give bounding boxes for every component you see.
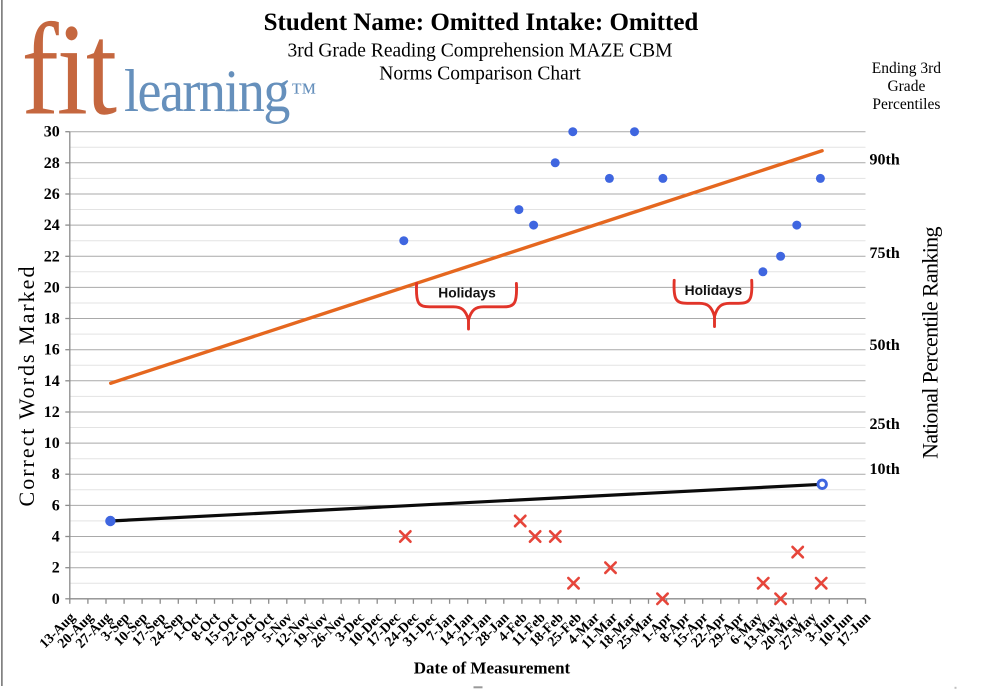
- svg-text:Holidays: Holidays: [685, 283, 743, 298]
- svg-text:8: 8: [52, 466, 60, 483]
- svg-text:learning: learning: [124, 58, 290, 124]
- svg-text:Percentiles: Percentiles: [872, 96, 940, 113]
- svg-text:Correct Words Marked: Correct Words Marked: [14, 265, 39, 507]
- svg-text:Student Name: Omitted Intake:: Student Name: Omitted Intake: Omitted: [264, 9, 699, 36]
- svg-text:16: 16: [44, 342, 60, 359]
- svg-text:Date of Measurement: Date of Measurement: [414, 659, 571, 678]
- svg-text:12: 12: [44, 404, 60, 421]
- svg-text:18: 18: [44, 311, 60, 328]
- svg-text:2: 2: [52, 560, 60, 577]
- svg-text:10: 10: [44, 435, 60, 452]
- svg-text:50th: 50th: [870, 337, 900, 354]
- svg-text:fit: fit: [22, 0, 118, 143]
- svg-text:30: 30: [44, 124, 60, 141]
- svg-text:Grade: Grade: [887, 78, 925, 95]
- svg-text:24: 24: [44, 217, 60, 234]
- svg-text:National Percentile Ranking: National Percentile Ranking: [918, 226, 943, 458]
- svg-text:4: 4: [52, 529, 60, 546]
- svg-text:3rd Grade Reading Comprehensio: 3rd Grade Reading Comprehension MAZE CBM: [287, 41, 672, 62]
- svg-text:14: 14: [44, 373, 60, 390]
- svg-text:Ending 3rd: Ending 3rd: [872, 60, 942, 77]
- svg-text:28: 28: [44, 155, 60, 172]
- svg-text:6: 6: [52, 497, 60, 514]
- svg-text:Holidays: Holidays: [438, 286, 496, 301]
- svg-text:26: 26: [44, 186, 60, 203]
- svg-text:0: 0: [52, 591, 60, 608]
- svg-text:20: 20: [44, 279, 60, 296]
- svg-text:75th: 75th: [870, 245, 900, 262]
- svg-text:Norms Comparison Chart: Norms Comparison Chart: [379, 64, 581, 85]
- svg-text:25th: 25th: [870, 416, 900, 433]
- svg-text:90th: 90th: [870, 152, 900, 169]
- svg-text:™: ™: [291, 78, 316, 107]
- svg-text:22: 22: [44, 248, 60, 265]
- svg-text:10th: 10th: [870, 461, 900, 478]
